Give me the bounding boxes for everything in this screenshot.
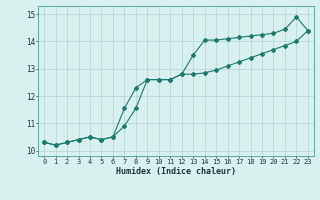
- X-axis label: Humidex (Indice chaleur): Humidex (Indice chaleur): [116, 167, 236, 176]
